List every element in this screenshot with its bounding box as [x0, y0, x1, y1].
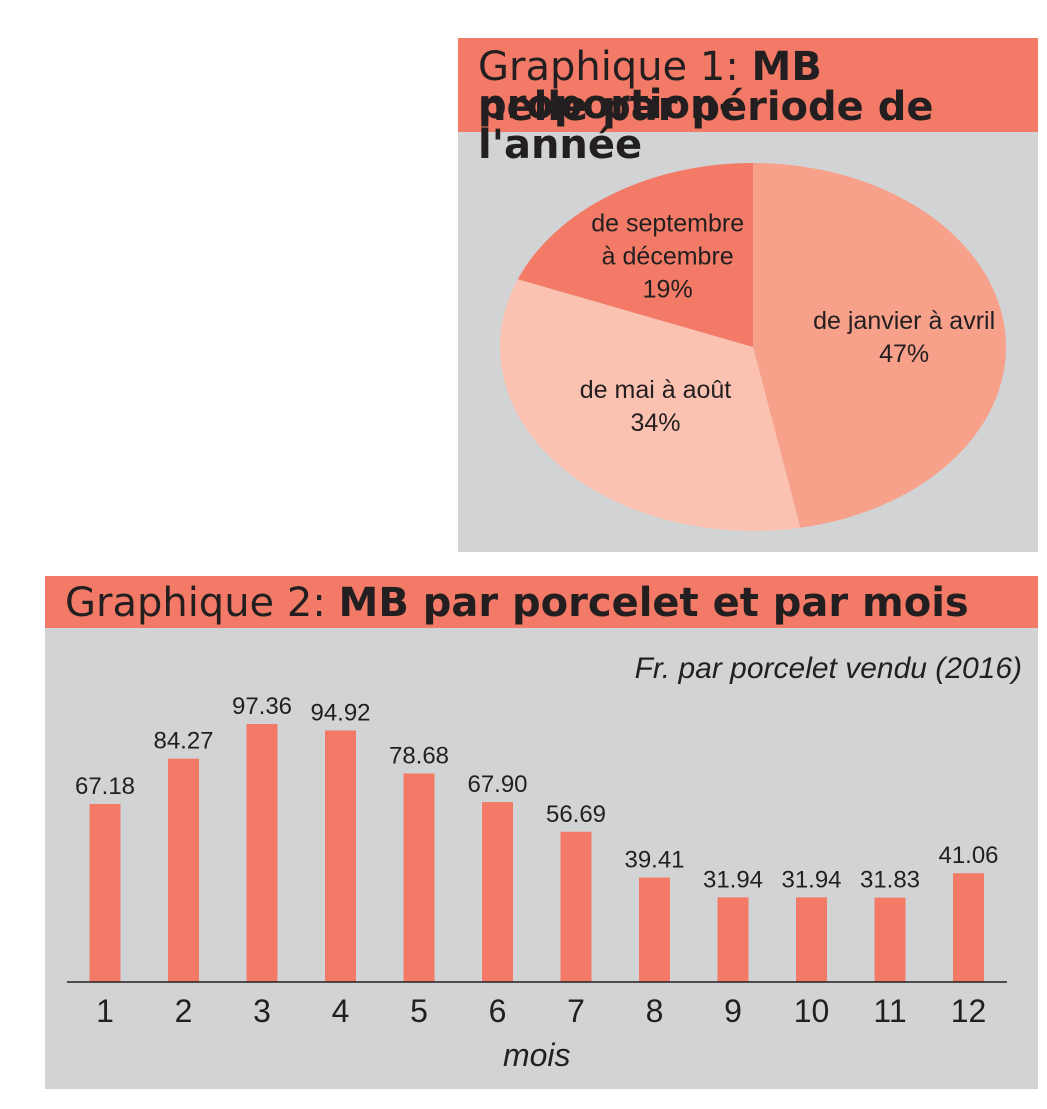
bar — [639, 877, 670, 982]
x-tick-label: 4 — [332, 993, 350, 1029]
pie-chart-panel: Graphique 1: MB proportion- nelle par pé… — [458, 38, 1038, 552]
pie-title-prefix: Graphique 1: — [478, 44, 752, 90]
x-axis-title: mois — [503, 1037, 571, 1073]
pie-chart-title: Graphique 1: MB proportion- nelle par pé… — [458, 38, 1038, 165]
pie-slice — [753, 163, 1007, 528]
x-tick-label: 10 — [794, 993, 830, 1029]
bar-unit-label: Fr. par porcelet vendu (2016) — [634, 652, 1022, 685]
bar — [325, 730, 356, 982]
bar — [168, 758, 199, 982]
bar — [717, 897, 749, 982]
pie-slice — [500, 279, 801, 531]
bar — [953, 873, 984, 982]
bar-value-label: 56.69 — [546, 801, 606, 828]
bar-value-label: 94.92 — [310, 699, 370, 726]
x-tick-label: 11 — [873, 993, 906, 1029]
x-tick-label: 5 — [410, 993, 428, 1029]
bar-title-prefix: Graphique 2: — [65, 580, 339, 626]
x-tick-label: 3 — [253, 993, 271, 1029]
bar — [89, 803, 121, 982]
bar-value-label: 84.27 — [153, 728, 213, 755]
bar-value-label: 78.68 — [389, 742, 449, 769]
x-tick-label: 9 — [724, 993, 742, 1029]
pie-slice-value: 34% — [631, 409, 681, 437]
pie-chart: de janvier à avril 47% de mai à août 34% de … — [500, 163, 1007, 531]
pie-slice-label: de septembre — [591, 210, 744, 238]
x-tick-label: 6 — [489, 993, 507, 1029]
bar-value-label: 39.41 — [624, 847, 684, 874]
bar — [482, 802, 513, 982]
bar — [403, 773, 435, 982]
x-tick-label: 1 — [96, 993, 114, 1029]
x-tick-label: 7 — [567, 993, 585, 1029]
bar-value-label: 67.18 — [75, 773, 135, 800]
pie-slice — [517, 163, 753, 347]
bar-value-label: 41.06 — [938, 842, 998, 869]
x-tick-label: 12 — [951, 993, 987, 1029]
bar — [796, 897, 827, 982]
pie-slice-label: de mai à août — [580, 376, 732, 404]
bar-chart-panel: Graphique 2: MB par porcelet et par mois… — [45, 576, 1038, 1089]
bar — [874, 897, 906, 982]
x-tick-label: 8 — [646, 993, 664, 1029]
bar-value-label: 31.94 — [703, 866, 763, 893]
pie-title-bold-line1: MB proportion- — [478, 44, 822, 128]
bar-value-label: 31.83 — [860, 867, 920, 894]
bar — [246, 723, 278, 982]
bar-title-bold: MB par porcelet et par mois — [338, 580, 969, 626]
pie-title-bold-line2: nelle par période de l'année — [478, 84, 934, 168]
bar — [560, 831, 592, 982]
pie-slice-value: 47% — [879, 340, 929, 368]
bar-value-label: 67.90 — [467, 771, 527, 798]
bar-value-label: 97.36 — [232, 693, 292, 720]
bar-chart-title: Graphique 2: MB par porcelet et par mois — [45, 576, 1038, 628]
bar-value-label: 31.94 — [781, 866, 841, 893]
pie-slice-label: de janvier à avril — [813, 307, 995, 335]
bar-chart: 67.18 84.27 97.36 94.92 78.68 67.90 56.69 39.41… — [67, 693, 1007, 1073]
pie-slice-value: 19% — [643, 276, 693, 304]
x-tick-label: 2 — [175, 993, 193, 1029]
pie-slice-label: à décembre — [602, 243, 734, 271]
